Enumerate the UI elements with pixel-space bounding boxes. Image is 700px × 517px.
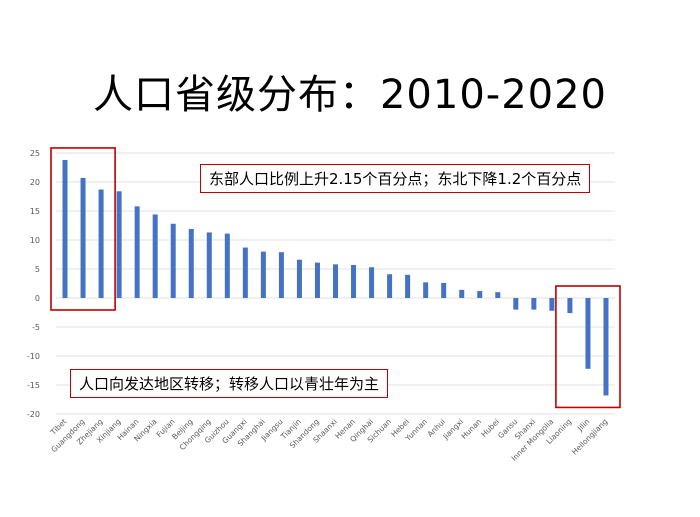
bar xyxy=(242,247,248,298)
bar xyxy=(188,228,194,298)
bar xyxy=(441,282,447,298)
y-tick-label: -15 xyxy=(27,381,40,390)
bar xyxy=(369,267,375,298)
bar xyxy=(459,289,465,298)
annotation-east-northeast: 东部人口比例上升2.15个百分点；东北下降1.2个百分点 xyxy=(200,164,591,193)
y-tick-label: 0 xyxy=(35,294,40,303)
highlight-box xyxy=(555,285,621,409)
bar xyxy=(585,298,591,369)
bar xyxy=(477,291,483,298)
bar xyxy=(531,298,537,310)
bar xyxy=(224,233,230,298)
y-tick-label: -20 xyxy=(27,410,40,419)
bar xyxy=(333,264,338,298)
highlight-box xyxy=(50,147,116,311)
annotation-population-flow: 人口向发达地区转移；转移人口以青壮年为主 xyxy=(70,369,389,398)
bar xyxy=(152,214,158,298)
x-tick-label: Hunan xyxy=(459,417,483,441)
bar xyxy=(405,274,411,298)
bar xyxy=(98,189,104,298)
bar xyxy=(423,282,429,298)
bar xyxy=(278,252,284,298)
bar xyxy=(549,298,555,311)
bar xyxy=(495,292,501,298)
bar xyxy=(260,251,266,298)
bar xyxy=(206,232,212,298)
y-tick-label: 5 xyxy=(35,265,40,274)
bar xyxy=(314,262,320,298)
bar xyxy=(62,159,68,298)
slide-title: 人口省级分布：2010-2020 xyxy=(92,72,608,118)
y-tick-label: 25 xyxy=(30,149,40,158)
bar xyxy=(80,177,86,298)
y-tick-label: -10 xyxy=(27,352,40,361)
bar xyxy=(296,259,302,298)
y-tick-label: -5 xyxy=(32,323,40,332)
y-tick-label: 10 xyxy=(30,236,40,245)
bar xyxy=(603,298,609,396)
bar xyxy=(134,206,140,298)
y-tick-label: 15 xyxy=(30,207,40,216)
bar xyxy=(513,298,519,310)
bar xyxy=(567,298,573,314)
bar xyxy=(170,223,176,298)
y-tick-label: 20 xyxy=(30,178,40,187)
bar xyxy=(116,191,122,298)
bar xyxy=(387,274,393,298)
bar xyxy=(351,264,357,298)
